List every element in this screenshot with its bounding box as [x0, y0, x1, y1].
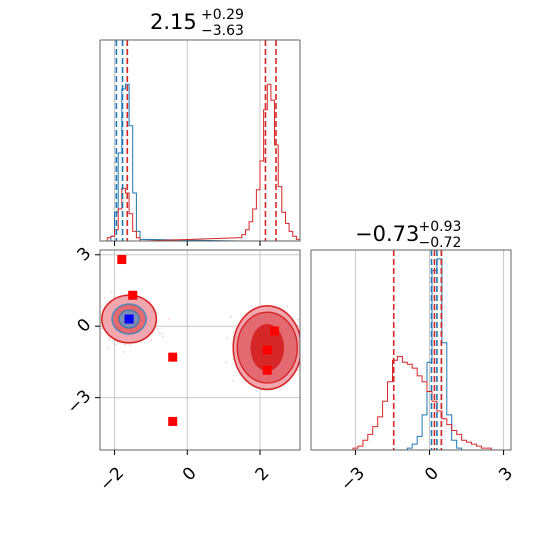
- faint-sample-dot: [110, 291, 113, 293]
- red-square-marker: [168, 416, 178, 426]
- faint-sample-dot: [161, 333, 164, 335]
- faint-sample-dot: [100, 327, 103, 330]
- right-hist-xtick-label: 3: [495, 463, 517, 485]
- top-hist-title-minus: −3.63: [201, 23, 244, 39]
- right-hist-title: −0.73 +0.93−0.72: [355, 219, 461, 251]
- faint-sample-dot: [286, 304, 289, 307]
- scatter-frame: [99, 249, 301, 451]
- right-hist-blue-series: [353, 258, 502, 450]
- top-hist-series-group: [103, 40, 300, 241]
- faint-sample-dot: [158, 331, 161, 334]
- red-square-marker: [117, 255, 127, 265]
- faint-sample-dot: [94, 319, 96, 321]
- faint-sample-dot: [103, 297, 106, 299]
- top-hist-title-plus: +0.29: [201, 7, 244, 23]
- scatter-xtick-label: −2: [96, 463, 128, 495]
- scatter-xtick-label: 0: [179, 463, 201, 485]
- faint-sample-dot: [107, 347, 110, 350]
- top-hist-title: 2.15 +0.29−3.63: [150, 7, 244, 39]
- red-square-marker: [262, 345, 272, 355]
- top-hist-frame: [99, 39, 301, 242]
- right-hist-title-value: −0.73: [355, 222, 419, 246]
- faint-sample-dot: [232, 380, 235, 382]
- faint-sample-dot: [157, 328, 159, 331]
- faint-sample-dot: [124, 343, 127, 346]
- faint-sample-dot: [280, 388, 283, 390]
- faint-sample-dot: [162, 335, 164, 338]
- scatter-ytick-label: −3: [63, 386, 95, 418]
- blue-square-marker: [124, 314, 134, 324]
- red-square-marker: [262, 365, 272, 375]
- faint-sample-dot: [318, 346, 320, 348]
- red-square-marker: [168, 352, 178, 362]
- faint-sample-dot: [149, 339, 152, 342]
- blue-density-outer-contour: [111, 303, 147, 335]
- right-hist-title-plus: +0.93: [419, 219, 462, 235]
- faint-sample-dot: [114, 344, 117, 346]
- faint-sample-dot: [304, 320, 306, 322]
- faint-sample-dot: [319, 349, 321, 351]
- scatter-ytick-label: 3: [74, 243, 96, 265]
- scatter-xtick-label: 2: [252, 463, 274, 485]
- right-hist-title-minus: −0.72: [419, 235, 462, 251]
- faint-sample-dot: [108, 337, 111, 339]
- faint-sample-dot: [226, 337, 228, 340]
- faint-sample-dot: [305, 376, 307, 378]
- right-hist-frame: [310, 249, 512, 451]
- faint-sample-dot: [108, 339, 111, 341]
- faint-sample-dot: [305, 376, 307, 378]
- faint-sample-dot: [304, 375, 306, 377]
- faint-sample-dot: [306, 319, 308, 321]
- faint-sample-dot: [149, 300, 152, 303]
- right-hist-xtick-label: −3: [337, 463, 369, 495]
- faint-sample-dot: [297, 318, 299, 321]
- scatter-ytick-label: 0: [74, 315, 96, 337]
- faint-sample-dot: [311, 334, 313, 336]
- faint-sample-dot: [297, 369, 299, 371]
- red-square-marker: [128, 290, 138, 300]
- faint-sample-dot: [230, 315, 233, 318]
- red-square-marker: [270, 326, 280, 336]
- right-hist-series-group: [352, 250, 502, 450]
- top-hist-title-value: 2.15: [150, 10, 197, 34]
- faint-sample-dot: [225, 361, 228, 364]
- right-hist-xtick-label: 0: [421, 463, 443, 485]
- right-hist-red-series: [352, 355, 502, 450]
- faint-sample-dot: [168, 318, 171, 320]
- scatter-density-group: [94, 255, 321, 426]
- faint-sample-dot: [113, 295, 115, 298]
- faint-sample-dot: [317, 341, 319, 343]
- faint-sample-dot: [123, 351, 125, 353]
- faint-sample-dot: [129, 344, 132, 346]
